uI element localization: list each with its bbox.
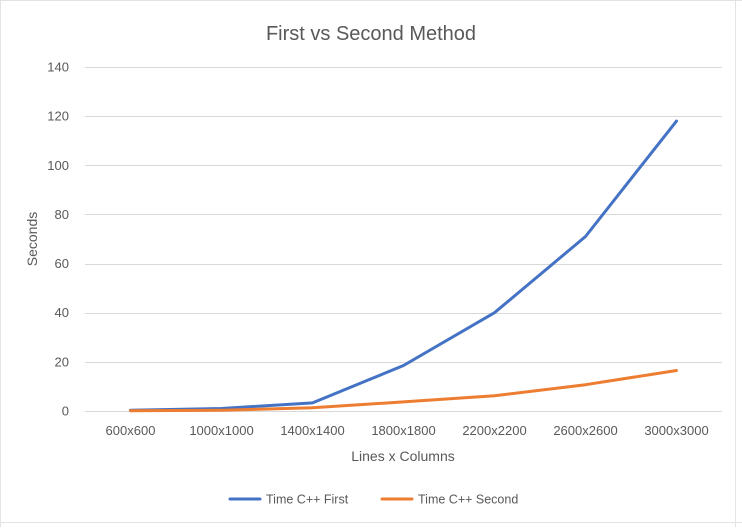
- x-tick-label: 600x600: [106, 423, 156, 438]
- series-lines: [130, 121, 676, 411]
- x-tick-label: 2200x2200: [462, 423, 526, 438]
- x-tick-labels: 600x600 1000x1000 1400x1400 1800x1800 2200x2…: [106, 423, 709, 438]
- x-tick-label: 1000x1000: [189, 423, 253, 438]
- legend-label-2: Time C++ Second: [418, 493, 518, 507]
- x-axis-title: Lines x Columns: [351, 448, 455, 464]
- y-tick-label: 40: [55, 305, 69, 320]
- chart-title: First vs Second Method: [266, 23, 476, 45]
- y-axis-title: Seconds: [24, 212, 40, 266]
- y-gridlines: [85, 68, 722, 412]
- y-tick-label: 100: [47, 158, 69, 173]
- y-tick-label: 120: [47, 109, 69, 124]
- x-tick-label: 3000x3000: [644, 423, 708, 438]
- y-tick-label: 20: [55, 354, 69, 369]
- x-tick-label: 1400x1400: [280, 423, 344, 438]
- y-tick-labels: 0 20 40 60 80 100 120 140: [47, 60, 69, 419]
- legend: Time C++ First Time C++ Second: [230, 493, 518, 507]
- legend-label-1: Time C++ First: [266, 493, 349, 507]
- series-line-1: [131, 121, 677, 410]
- y-tick-label: 140: [47, 60, 69, 75]
- series-line-2: [131, 371, 677, 411]
- x-tick-label: 2600x2600: [553, 423, 617, 438]
- x-tick-label: 1800x1800: [371, 423, 435, 438]
- y-tick-label: 0: [62, 404, 69, 419]
- y-tick-label: 80: [55, 207, 69, 222]
- y-tick-label: 60: [55, 256, 69, 271]
